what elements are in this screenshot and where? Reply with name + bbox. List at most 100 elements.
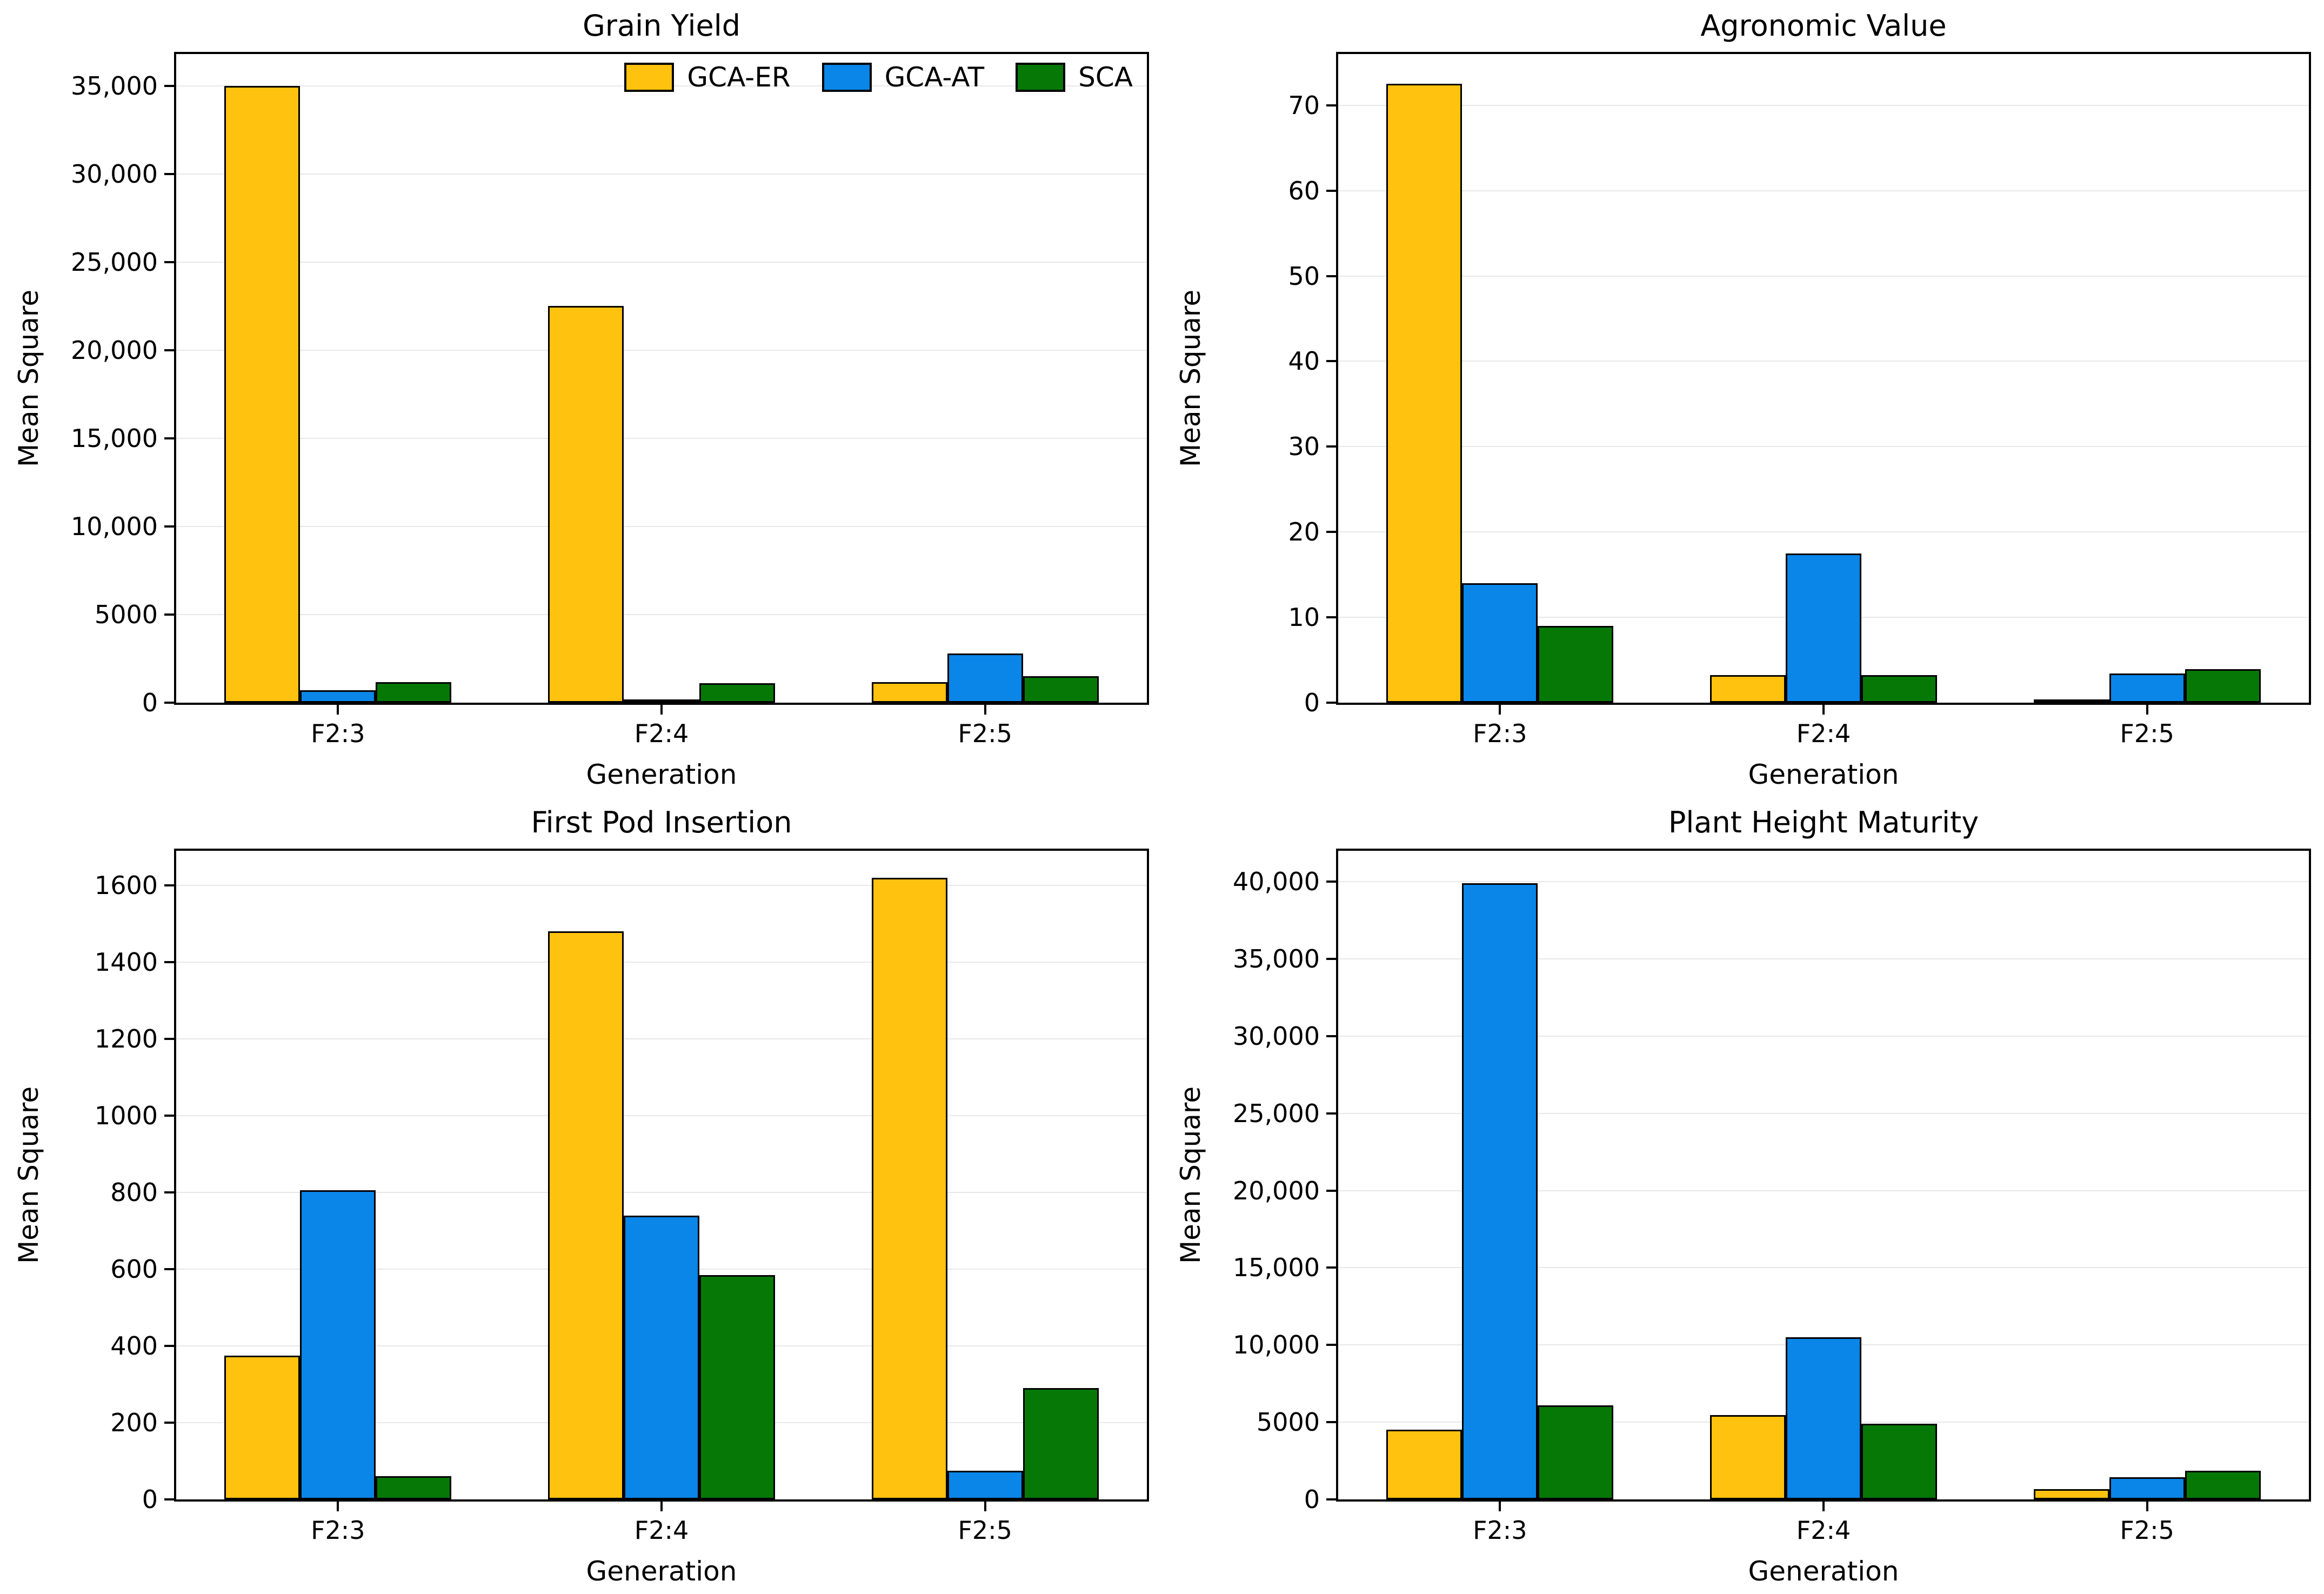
y-tick-label: 40 bbox=[1288, 346, 1320, 376]
y-tick-mark bbox=[164, 1191, 174, 1193]
plot-area bbox=[174, 849, 1149, 1502]
gridline bbox=[1338, 1035, 2309, 1037]
x-tick-label: F2:3 bbox=[311, 719, 365, 748]
gridline bbox=[176, 1038, 1147, 1039]
y-tick-mark bbox=[1326, 1035, 1336, 1037]
y-tick-mark bbox=[164, 525, 174, 528]
y-tick-mark bbox=[1326, 275, 1336, 277]
legend-swatch-gca-at bbox=[822, 63, 872, 92]
y-tick-label: 15,000 bbox=[71, 423, 158, 453]
y-tick-label: 20,000 bbox=[71, 335, 158, 365]
y-tick-mark bbox=[164, 961, 174, 963]
x-tick-label: F2:4 bbox=[1796, 719, 1851, 748]
y-tick-label: 400 bbox=[110, 1331, 158, 1360]
legend-swatch-sca bbox=[1016, 63, 1066, 92]
y-tick-mark bbox=[164, 1344, 174, 1347]
x-tick-mark bbox=[984, 1502, 986, 1511]
bar-sca-f2-4 bbox=[1861, 1424, 1937, 1499]
y-tick-label: 1000 bbox=[94, 1101, 158, 1130]
gridline bbox=[1338, 1112, 2309, 1114]
gridline bbox=[1338, 446, 2309, 448]
y-tick-mark bbox=[1326, 531, 1336, 533]
x-tick-mark bbox=[337, 1502, 339, 1511]
chart-grain-yield: Grain Yield Mean Square GCA-ER GCA-AT SCA … bbox=[0, 0, 1162, 797]
bar-gca-at-f2-5 bbox=[2109, 673, 2185, 703]
y-tick-label: 1400 bbox=[94, 947, 158, 977]
y-tick-label: 30 bbox=[1288, 432, 1320, 462]
chart-title: First Pod Insertion bbox=[531, 805, 792, 839]
bar-gca-er-f2-3 bbox=[224, 1356, 300, 1499]
legend: GCA-ER GCA-AT SCA bbox=[624, 62, 1133, 93]
y-tick-label: 35,000 bbox=[1233, 944, 1320, 973]
x-tick-label: F2:4 bbox=[1796, 1516, 1851, 1545]
bar-gca-er-f2-5 bbox=[2034, 1489, 2109, 1499]
y-tick-label: 25,000 bbox=[71, 247, 158, 277]
y-tick-mark bbox=[164, 1114, 174, 1117]
bar-sca-f2-4 bbox=[699, 1275, 775, 1499]
bar-gca-at-f2-5 bbox=[947, 653, 1023, 703]
y-tick-mark bbox=[164, 437, 174, 439]
y-tick-label: 1200 bbox=[94, 1024, 158, 1053]
bar-sca-f2-5 bbox=[1023, 1388, 1099, 1499]
y-tick-label: 20 bbox=[1288, 517, 1320, 547]
y-tick-label: 25,000 bbox=[1233, 1098, 1320, 1128]
x-axis-label: Generation bbox=[586, 759, 737, 790]
y-tick-mark bbox=[164, 349, 174, 351]
bar-sca-f2-3 bbox=[376, 1476, 451, 1499]
gridline bbox=[1338, 1267, 2309, 1269]
gridline bbox=[176, 613, 1147, 615]
legend-label: GCA-AT bbox=[884, 62, 985, 93]
chart-title: Agronomic Value bbox=[1700, 9, 1947, 43]
bar-gca-er-f2-3 bbox=[1386, 1430, 1462, 1499]
bar-gca-er-f2-4 bbox=[548, 931, 624, 1499]
y-tick-label: 600 bbox=[110, 1254, 158, 1284]
y-tick-mark bbox=[1326, 445, 1336, 448]
x-tick-label: F2:4 bbox=[634, 1516, 689, 1545]
bar-sca-f2-5 bbox=[2185, 669, 2261, 703]
y-tick-mark bbox=[164, 1037, 174, 1040]
x-tick-mark bbox=[984, 705, 986, 715]
plot-area bbox=[1336, 849, 2311, 1502]
y-tick-mark bbox=[1326, 360, 1336, 363]
bar-sca-f2-4 bbox=[1861, 675, 1937, 703]
gridline bbox=[176, 349, 1147, 351]
x-tick-label: F2:4 bbox=[634, 719, 689, 748]
y-tick-label: 10,000 bbox=[1233, 1330, 1320, 1360]
y-tick-label: 30,000 bbox=[1233, 1021, 1320, 1051]
x-axis-label: Generation bbox=[586, 1556, 737, 1587]
y-tick-mark bbox=[1326, 702, 1336, 704]
bar-gca-at-f2-3 bbox=[1462, 583, 1538, 703]
x-tick-mark bbox=[2146, 1502, 2148, 1511]
bar-gca-at-f2-4 bbox=[1786, 553, 1861, 703]
y-tick-label: 30,000 bbox=[71, 159, 158, 189]
gridline bbox=[1338, 881, 2309, 883]
bar-sca-f2-4 bbox=[699, 683, 775, 703]
gridline bbox=[176, 525, 1147, 527]
x-tick-mark bbox=[660, 705, 663, 715]
y-tick-label: 5000 bbox=[1256, 1408, 1320, 1437]
y-tick-label: 0 bbox=[1304, 688, 1320, 717]
bar-sca-f2-5 bbox=[2185, 1471, 2261, 1499]
legend-item-sca: SCA bbox=[1016, 62, 1133, 93]
gridline bbox=[176, 961, 1147, 963]
x-tick-label: F2:5 bbox=[2120, 719, 2174, 748]
y-tick-mark bbox=[1326, 1112, 1336, 1115]
bar-gca-er-f2-3 bbox=[1386, 84, 1462, 703]
legend-label: SCA bbox=[1078, 62, 1133, 93]
y-tick-mark bbox=[164, 84, 174, 87]
y-tick-label: 0 bbox=[142, 688, 158, 717]
x-tick-label: F2:5 bbox=[2120, 1516, 2174, 1545]
gridline bbox=[1338, 1190, 2309, 1191]
legend-swatch-gca-er bbox=[624, 63, 675, 92]
x-tick-mark bbox=[1499, 705, 1501, 715]
bar-gca-at-f2-3 bbox=[300, 1190, 376, 1499]
gridline bbox=[1338, 275, 2309, 277]
y-tick-mark bbox=[164, 261, 174, 263]
y-tick-mark bbox=[1326, 1344, 1336, 1346]
y-tick-label: 35,000 bbox=[71, 71, 158, 101]
gridline bbox=[1338, 531, 2309, 533]
y-tick-label: 10,000 bbox=[71, 511, 158, 541]
y-tick-mark bbox=[164, 1421, 174, 1424]
x-tick-label: F2:3 bbox=[1473, 719, 1527, 748]
legend-item-gca-er: GCA-ER bbox=[624, 62, 791, 93]
